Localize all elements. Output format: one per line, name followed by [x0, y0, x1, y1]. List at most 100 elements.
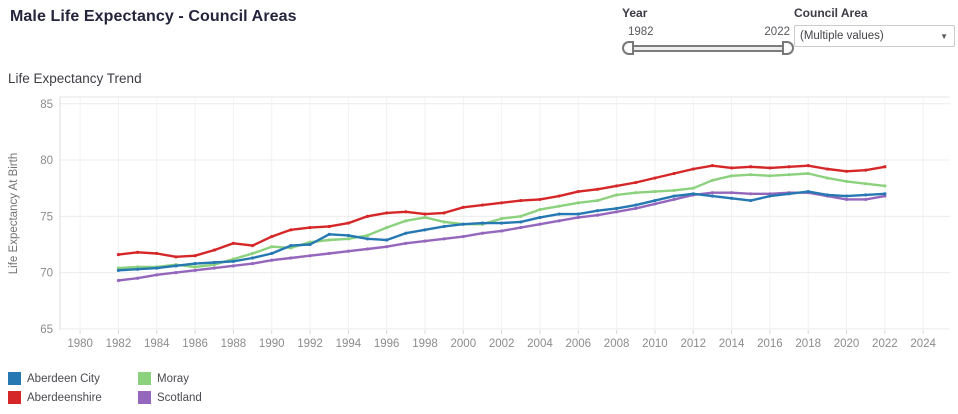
data-point[interactable]: [212, 260, 216, 265]
data-point[interactable]: [768, 174, 772, 178]
data-point[interactable]: [442, 211, 446, 215]
data-point[interactable]: [212, 263, 216, 267]
data-point[interactable]: [749, 198, 753, 203]
data-point[interactable]: [864, 193, 868, 197]
data-point[interactable]: [461, 234, 465, 239]
data-point[interactable]: [557, 194, 561, 198]
data-point[interactable]: [844, 179, 849, 184]
data-point[interactable]: [480, 203, 485, 207]
data-point[interactable]: [672, 197, 676, 202]
data-point[interactable]: [710, 191, 715, 195]
data-point[interactable]: [615, 193, 619, 197]
data-point[interactable]: [634, 203, 638, 207]
data-point[interactable]: [576, 201, 580, 205]
data-point[interactable]: [538, 207, 542, 212]
data-point[interactable]: [749, 165, 753, 169]
data-point[interactable]: [844, 194, 849, 198]
data-point[interactable]: [442, 220, 446, 224]
data-point[interactable]: [653, 198, 657, 203]
data-point[interactable]: [653, 176, 657, 180]
legend-item-aberdeenshire[interactable]: Aberdeenshire: [8, 388, 138, 407]
data-point[interactable]: [116, 266, 121, 270]
data-point[interactable]: [135, 267, 140, 271]
data-point[interactable]: [691, 167, 695, 171]
data-point[interactable]: [327, 238, 331, 242]
data-point[interactable]: [883, 194, 887, 198]
data-point[interactable]: [461, 222, 465, 226]
life-expectancy-line-chart[interactable]: 1980 1982 1984 1986 1988 1990 1992 1994 1996 1998…: [0, 90, 958, 358]
data-point[interactable]: [461, 205, 465, 209]
data-point[interactable]: [538, 222, 542, 226]
data-point[interactable]: [308, 254, 312, 258]
data-point[interactable]: [883, 165, 887, 169]
data-point[interactable]: [557, 212, 561, 216]
data-point[interactable]: [557, 219, 561, 223]
data-point[interactable]: [806, 164, 810, 168]
data-point[interactable]: [155, 266, 159, 270]
data-point[interactable]: [289, 228, 293, 232]
data-point[interactable]: [595, 187, 600, 191]
data-point[interactable]: [193, 268, 197, 272]
data-point[interactable]: [557, 204, 561, 208]
data-point[interactable]: [615, 184, 619, 188]
data-point[interactable]: [174, 255, 178, 259]
data-point[interactable]: [787, 173, 791, 177]
data-point[interactable]: [844, 197, 849, 202]
data-point[interactable]: [825, 167, 829, 171]
data-point[interactable]: [883, 184, 887, 188]
year-slider-min-handle[interactable]: [622, 41, 634, 55]
data-point[interactable]: [729, 174, 734, 178]
legend-item-aberdeen-city[interactable]: Aberdeen City: [8, 369, 138, 388]
data-point[interactable]: [480, 231, 485, 235]
data-point[interactable]: [615, 206, 619, 211]
data-point[interactable]: [519, 198, 523, 203]
data-point[interactable]: [442, 237, 446, 241]
data-point[interactable]: [500, 229, 504, 233]
data-point[interactable]: [365, 214, 370, 218]
data-point[interactable]: [710, 178, 715, 182]
data-point[interactable]: [729, 166, 734, 170]
data-point[interactable]: [231, 264, 236, 268]
data-point[interactable]: [250, 261, 255, 266]
data-point[interactable]: [653, 202, 657, 206]
data-point[interactable]: [423, 239, 427, 243]
data-point[interactable]: [308, 225, 312, 230]
data-point[interactable]: [595, 198, 600, 203]
data-point[interactable]: [710, 164, 715, 168]
data-point[interactable]: [135, 250, 140, 254]
data-point[interactable]: [289, 256, 293, 260]
data-point[interactable]: [231, 241, 236, 245]
data-point[interactable]: [365, 247, 370, 251]
data-point[interactable]: [346, 249, 350, 253]
data-point[interactable]: [270, 251, 274, 256]
data-point[interactable]: [365, 233, 370, 238]
data-point[interactable]: [231, 259, 236, 263]
data-point[interactable]: [212, 266, 216, 270]
data-point[interactable]: [346, 221, 350, 225]
data-point[interactable]: [193, 254, 197, 258]
data-point[interactable]: [538, 215, 542, 220]
data-point[interactable]: [672, 194, 676, 198]
data-point[interactable]: [385, 211, 389, 215]
data-point[interactable]: [691, 186, 695, 190]
data-point[interactable]: [768, 192, 772, 196]
data-point[interactable]: [691, 192, 695, 196]
data-point[interactable]: [385, 245, 389, 249]
data-point[interactable]: [634, 191, 638, 195]
data-point[interactable]: [289, 243, 293, 248]
data-point[interactable]: [155, 251, 159, 256]
data-point[interactable]: [729, 196, 734, 200]
data-point[interactable]: [595, 213, 600, 217]
data-point[interactable]: [787, 165, 791, 169]
data-point[interactable]: [346, 233, 350, 238]
data-point[interactable]: [404, 231, 408, 235]
data-point[interactable]: [749, 192, 753, 196]
data-point[interactable]: [442, 224, 446, 229]
data-point[interactable]: [193, 265, 197, 269]
legend-item-scotland[interactable]: Scotland: [138, 388, 268, 407]
data-point[interactable]: [480, 221, 485, 225]
data-point[interactable]: [653, 189, 657, 194]
data-point[interactable]: [519, 214, 523, 218]
data-point[interactable]: [864, 182, 868, 186]
data-point[interactable]: [576, 212, 580, 216]
